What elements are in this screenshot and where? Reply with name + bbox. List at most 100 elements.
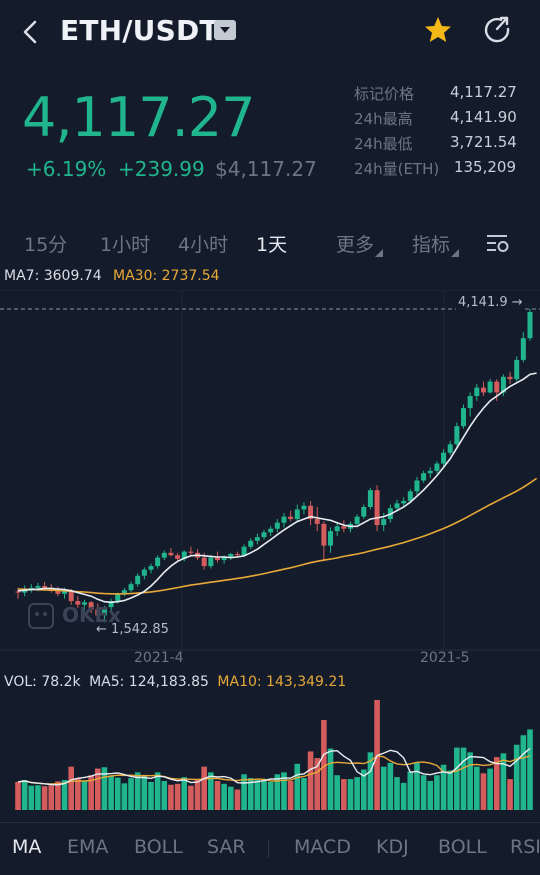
- volume-bar[interactable]: [507, 779, 513, 810]
- volume-bar[interactable]: [314, 758, 321, 810]
- volume-bar[interactable]: [487, 768, 493, 810]
- volume-bar[interactable]: [440, 764, 447, 810]
- volume-bar[interactable]: [394, 777, 400, 810]
- candlestick-chart[interactable]: [0, 290, 540, 660]
- volume-bar[interactable]: [68, 766, 74, 810]
- candle-body[interactable]: [141, 569, 147, 576]
- candle-body[interactable]: [42, 585, 48, 588]
- candle-body[interactable]: [161, 552, 167, 558]
- volume-bar[interactable]: [447, 770, 454, 810]
- candle-body[interactable]: [281, 516, 287, 523]
- volume-bar[interactable]: [161, 780, 168, 810]
- volume-bar[interactable]: [188, 785, 194, 810]
- candle-body[interactable]: [334, 526, 340, 532]
- candle-body[interactable]: [168, 552, 174, 556]
- volume-bar[interactable]: [201, 766, 207, 810]
- volume-bar[interactable]: [387, 762, 394, 810]
- tab-1d[interactable]: 1天: [256, 234, 288, 256]
- candle-body[interactable]: [55, 589, 61, 594]
- volume-bar[interactable]: [434, 775, 440, 810]
- volume-bar[interactable]: [454, 747, 460, 810]
- candle-body[interactable]: [527, 312, 533, 339]
- volume-bar[interactable]: [114, 777, 121, 810]
- candle-body[interactable]: [434, 463, 440, 471]
- volume-bar[interactable]: [460, 747, 467, 810]
- volume-bar[interactable]: [467, 752, 473, 810]
- indicator-tab-sar[interactable]: SAR: [207, 836, 246, 858]
- volume-bar[interactable]: [141, 776, 148, 810]
- volume-bar[interactable]: [287, 780, 294, 810]
- volume-bar[interactable]: [294, 763, 301, 810]
- volume-bar[interactable]: [327, 748, 334, 810]
- volume-bar[interactable]: [474, 766, 480, 810]
- volume-bar[interactable]: [194, 779, 201, 810]
- indicator-tab-rsi[interactable]: RSI: [510, 836, 540, 858]
- volume-bar[interactable]: [81, 780, 88, 810]
- volume-bar[interactable]: [480, 773, 487, 810]
- volume-bar[interactable]: [214, 780, 221, 810]
- volume-bar[interactable]: [227, 786, 234, 810]
- volume-bar[interactable]: [241, 774, 247, 810]
- candle-body[interactable]: [228, 554, 234, 557]
- volume-bar[interactable]: [254, 780, 261, 810]
- indicator-tab-kdj[interactable]: KDJ: [376, 836, 409, 858]
- volume-bar[interactable]: [407, 771, 414, 810]
- candle-body[interactable]: [354, 516, 360, 524]
- volume-bar[interactable]: [208, 772, 214, 810]
- volume-bar[interactable]: [154, 772, 161, 810]
- candle-body[interactable]: [115, 594, 121, 602]
- candle-body[interactable]: [95, 609, 101, 616]
- candle-body[interactable]: [261, 532, 267, 538]
- candle-body[interactable]: [188, 551, 194, 553]
- candle-body[interactable]: [148, 566, 154, 570]
- candle-body[interactable]: [461, 408, 467, 427]
- volume-bar[interactable]: [527, 729, 533, 810]
- volume-bar[interactable]: [94, 768, 101, 810]
- candle-body[interactable]: [288, 516, 294, 520]
- candle-body[interactable]: [421, 473, 427, 481]
- volume-bar[interactable]: [520, 735, 527, 810]
- candle-body[interactable]: [155, 557, 161, 567]
- volume-bar[interactable]: [174, 783, 181, 810]
- candle-body[interactable]: [414, 480, 420, 492]
- tab-1h[interactable]: 1小时: [100, 234, 151, 256]
- volume-bar[interactable]: [301, 778, 307, 810]
- volume-bar[interactable]: [148, 781, 154, 810]
- candle-body[interactable]: [234, 554, 240, 556]
- volume-bar[interactable]: [427, 780, 434, 810]
- candle-body[interactable]: [68, 590, 74, 602]
- pair-dropdown-icon[interactable]: [214, 20, 236, 40]
- volume-bar[interactable]: [55, 781, 61, 810]
- candle-body[interactable]: [208, 557, 214, 567]
- volume-bar[interactable]: [367, 752, 374, 810]
- candle-body[interactable]: [514, 359, 520, 380]
- candle-body[interactable]: [201, 557, 207, 567]
- candle-body[interactable]: [454, 426, 460, 445]
- candle-body[interactable]: [301, 505, 307, 510]
- back-arrow-icon[interactable]: [18, 16, 46, 48]
- volume-bar[interactable]: [61, 780, 68, 810]
- chart-settings-icon[interactable]: [485, 230, 511, 256]
- volume-bar[interactable]: [307, 751, 314, 810]
- volume-bar[interactable]: [354, 777, 360, 810]
- tab-15m[interactable]: 15分: [24, 234, 68, 256]
- candle-body[interactable]: [474, 387, 480, 397]
- candle-body[interactable]: [500, 376, 506, 393]
- volume-bar[interactable]: [181, 777, 188, 810]
- candle-body[interactable]: [274, 522, 280, 529]
- indicator-tab-boll-sub[interactable]: BOLL: [438, 836, 487, 858]
- candle-body[interactable]: [35, 585, 41, 588]
- volume-bar[interactable]: [28, 785, 35, 810]
- favorite-star-icon[interactable]: [422, 14, 454, 46]
- candle-body[interactable]: [248, 540, 254, 547]
- pair-title[interactable]: ETH/USDT: [60, 14, 219, 47]
- candle-body[interactable]: [75, 601, 81, 605]
- volume-bar[interactable]: [21, 780, 28, 810]
- volume-bar[interactable]: [500, 753, 507, 810]
- volume-bar[interactable]: [513, 744, 520, 810]
- volume-bar[interactable]: [341, 779, 347, 810]
- candle-body[interactable]: [341, 526, 347, 529]
- volume-bar[interactable]: [75, 778, 81, 810]
- candle-body[interactable]: [374, 490, 380, 526]
- candle-body[interactable]: [480, 387, 486, 393]
